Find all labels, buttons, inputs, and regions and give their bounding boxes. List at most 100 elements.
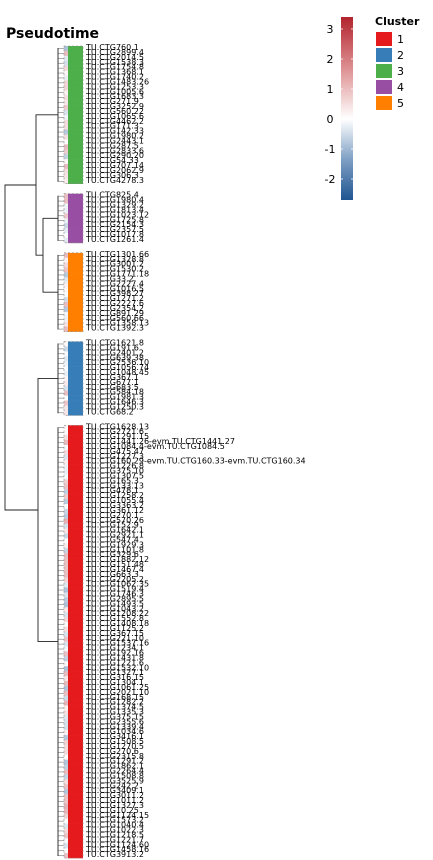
- heat-cell: [64, 744, 68, 751]
- heat-cell: [64, 695, 68, 701]
- cluster-cell: [68, 252, 83, 259]
- cluster-cell: [68, 754, 83, 760]
- row-label: TU.CTG1519.4: [85, 585, 144, 594]
- heat-cell: [64, 843, 68, 849]
- row-label: TU.CTG1980.2: [85, 132, 144, 141]
- cluster-cell: [68, 366, 83, 372]
- row-label: TU.CTG1483.26: [85, 77, 149, 86]
- cluster-cell: [68, 375, 83, 382]
- heat-cell: [64, 469, 68, 475]
- row-label: TU.CTG1101.8: [85, 545, 144, 554]
- row-label: TU.CTG329.6: [85, 550, 139, 559]
- cluster-cell: [68, 848, 83, 854]
- cluster-cell: [68, 523, 83, 529]
- cluster-cell: [68, 685, 83, 692]
- colorbar-tick-label: -1: [325, 143, 336, 156]
- cluster-cell: [68, 695, 83, 701]
- cluster-cell: [68, 321, 83, 327]
- cluster-cell: [68, 282, 83, 288]
- heat-cell: [64, 631, 68, 638]
- row-label: TU.CTG192.16: [85, 649, 144, 658]
- row-label: TU.CTG1043.2: [85, 604, 144, 613]
- cluster-cell: [68, 228, 83, 234]
- row-label: TU.CTG1392.3: [85, 324, 144, 333]
- heat-cell: [64, 173, 68, 180]
- row-label: TU.CTG1048.45: [85, 368, 149, 377]
- row-label: TU.CTG375.10: [85, 467, 144, 476]
- dendrogram-branch: [42, 217, 58, 293]
- cluster-cell: [68, 538, 83, 544]
- cluster-cell: [68, 90, 83, 96]
- cluster-cell: [68, 518, 83, 524]
- heat-cell: [64, 430, 68, 436]
- heat-cell: [64, 666, 68, 672]
- heat-cell: [64, 208, 68, 214]
- cluster-cell: [68, 641, 83, 647]
- heat-cell: [64, 769, 68, 775]
- heat-cell: [64, 435, 68, 441]
- row-label: TU.CTG1862.1: [85, 762, 144, 771]
- cluster-cell: [68, 548, 83, 554]
- row-label: TU.CTG478.1: [85, 486, 139, 495]
- cluster-cell: [68, 459, 83, 465]
- heat-cell: [64, 213, 68, 219]
- cluster-cell: [68, 173, 83, 180]
- row-label: TU.CTG1329.2: [85, 201, 144, 210]
- row-label: TU.CTG663.3: [85, 570, 139, 579]
- heat-cell: [64, 533, 68, 539]
- row-label: TU.CTG1408.18: [85, 619, 149, 628]
- heat-cell: [64, 494, 68, 500]
- cluster-cell: [68, 562, 83, 569]
- heat-cell: [64, 651, 68, 657]
- row-label: TU.CTG1725.8: [85, 215, 144, 224]
- heat-cell: [64, 129, 68, 135]
- cluster-cell: [68, 109, 83, 116]
- cluster-cell: [68, 789, 83, 795]
- row-label: TU.CTG3416.1: [85, 732, 144, 741]
- heat-cell: [64, 730, 68, 736]
- cluster-cell: [68, 661, 83, 667]
- row-label: TU.CTG1740.2: [85, 73, 144, 82]
- cluster-cell: [68, 774, 83, 780]
- row-label: TU.CTG2357.5: [85, 225, 144, 234]
- cluster-cell: [68, 794, 83, 800]
- row-label: TU.CTG270.1: [85, 511, 139, 520]
- row-label: TU.CTG3913.2: [85, 850, 144, 859]
- cluster-cell: [68, 469, 83, 475]
- cluster-legend-label: 3: [397, 65, 404, 78]
- row-label: TU.CTG760.1: [85, 43, 139, 52]
- row-label: TU.CTG1335.3: [85, 708, 144, 717]
- heat-cell: [64, 262, 68, 268]
- row-label: TU.CTG1017.8: [85, 230, 144, 239]
- cluster-cell: [68, 676, 83, 682]
- cluster-cell: [68, 730, 83, 736]
- cluster-cell: [68, 316, 83, 322]
- heat-cell: [64, 553, 68, 559]
- heat-cell: [64, 444, 68, 451]
- row-label: TU.CTG10.25: [85, 806, 139, 815]
- row-label: TU.CTG133.13: [85, 481, 144, 490]
- cluster-cell: [68, 134, 83, 140]
- heat-cell: [64, 774, 68, 780]
- cluster-cell: [68, 292, 83, 298]
- cluster-cell: [68, 326, 83, 332]
- heat-cell: [64, 513, 68, 520]
- heat-cell: [64, 567, 68, 574]
- cluster-cell: [68, 213, 83, 219]
- heat-cell: [64, 405, 68, 411]
- heat-cell: [64, 85, 68, 91]
- cluster-cell: [68, 233, 83, 239]
- heat-cell: [64, 808, 68, 815]
- cluster-group-border: [63, 193, 84, 244]
- cluster-cell: [68, 435, 83, 441]
- heat-cell: [64, 685, 68, 692]
- heat-cell: [64, 218, 68, 224]
- heat-cell: [64, 597, 68, 603]
- heat-cell: [64, 577, 68, 583]
- cluster-cell: [68, 400, 83, 406]
- row-label: TU.CTG191.6: [85, 343, 139, 352]
- row-label: TU.CTG1929.3: [85, 540, 144, 549]
- row-label: TU.CTG4462.2: [85, 117, 144, 126]
- heat-cell: [64, 794, 68, 800]
- heat-cell: [64, 100, 68, 106]
